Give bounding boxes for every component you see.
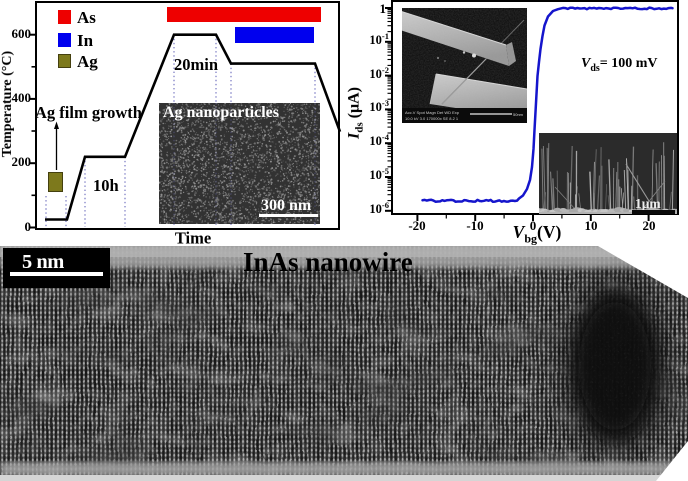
svg-text:Acc.V Spot Magn Det WD Exp: Acc.V Spot Magn Det WD Exp [405, 110, 460, 115]
svg-text:10.0 kV 3.0 170000x SE 8.2: 10.0 kV 3.0 170000x SE 8.2 1 [405, 116, 459, 121]
svg-text:50nm: 50nm [513, 112, 524, 117]
